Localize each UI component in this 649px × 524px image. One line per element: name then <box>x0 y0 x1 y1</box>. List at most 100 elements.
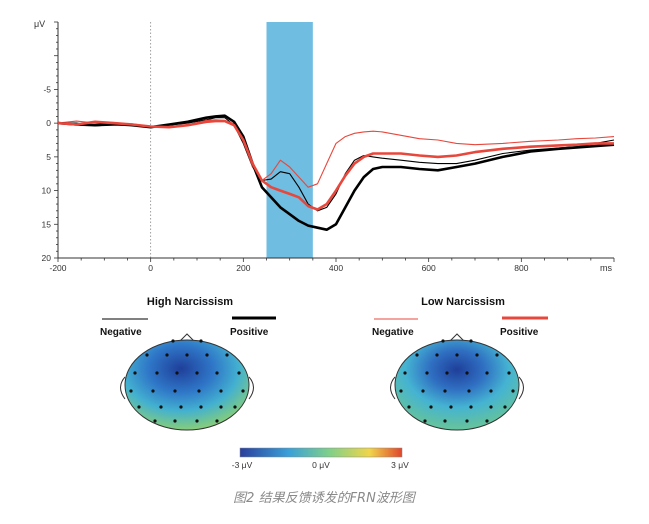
x-tick-label: 600 <box>422 263 436 273</box>
electrode-dot <box>489 389 493 393</box>
electrode-dot <box>399 389 403 393</box>
y-tick-label: 0 <box>46 118 51 128</box>
electrode-dot <box>485 371 489 375</box>
electrode-dot <box>185 353 189 357</box>
x-tick-label: 800 <box>514 263 528 273</box>
topomap-low-title: Low Narcissism <box>421 296 505 308</box>
electrode-dot <box>133 371 137 375</box>
scalp-outline <box>124 339 250 431</box>
electrode-dot <box>205 353 209 357</box>
electrode-dot <box>449 405 453 409</box>
electrode-dot <box>241 389 245 393</box>
frn-time-window <box>266 22 313 258</box>
electrode-dot <box>465 371 469 375</box>
electrode-dot <box>503 405 507 409</box>
erp-plot: -200 0 200 400 600 800 -5 0 5 10 15 20 μV ms <box>34 19 615 273</box>
colorbar-max-label: 3 μV <box>391 460 409 470</box>
electrode-dot <box>165 353 169 357</box>
electrode-dot <box>175 371 179 375</box>
electrode-dot <box>159 405 163 409</box>
left-ear <box>120 376 126 400</box>
electrode-dot <box>173 389 177 393</box>
electrode-dot <box>507 371 511 375</box>
series-lines <box>57 114 615 231</box>
x-tick-label: 200 <box>236 263 250 273</box>
electrode-dot <box>415 353 419 357</box>
colorbar: -3 μV 0 μV 3 μV <box>232 447 409 470</box>
legend-low-negative-label: Negative <box>372 327 414 338</box>
electrode-dot <box>485 419 489 423</box>
y-tick-label: 15 <box>42 219 52 229</box>
electrode-dot <box>511 389 515 393</box>
electrode-dot <box>425 371 429 375</box>
electrode-dot <box>199 339 203 343</box>
y-tick-label: 5 <box>46 152 51 162</box>
electrode-dot <box>195 419 199 423</box>
electrode-dot <box>407 405 411 409</box>
right-ear <box>518 376 524 400</box>
electrode-dot <box>199 405 203 409</box>
electrode-dot <box>465 419 469 423</box>
electrode-dot <box>423 419 427 423</box>
legend-low-positive-label: Positive <box>500 327 539 338</box>
colorbar-min-label: -3 μV <box>232 460 253 470</box>
right-ear <box>248 376 254 400</box>
electrode-dot <box>155 371 159 375</box>
colorbar-gradient <box>239 447 403 458</box>
electrode-dot <box>455 353 459 357</box>
electrode-dot <box>233 405 237 409</box>
legend-high-negative-label: Negative <box>100 327 142 338</box>
electrode-dot <box>237 371 241 375</box>
head-map-low <box>390 333 524 431</box>
y-ticks: -5 0 5 10 15 20 <box>42 21 58 263</box>
legend-high-positive-label: Positive <box>230 327 269 338</box>
nose <box>449 333 465 342</box>
electrode-dot <box>219 405 223 409</box>
electrode-dot <box>435 353 439 357</box>
nose <box>179 333 195 342</box>
series-line-high-narcissism-negative <box>58 117 615 212</box>
colorbar-mid-label: 0 μV <box>312 460 330 470</box>
electrode-dot <box>421 389 425 393</box>
electrode-dot <box>145 353 149 357</box>
x-axis-label: ms <box>600 263 612 273</box>
electrode-dot <box>137 405 141 409</box>
electrode-dot <box>429 405 433 409</box>
electrode-dot <box>225 353 229 357</box>
electrode-dot <box>173 419 177 423</box>
series-line-high-narcissism-positive <box>57 114 615 231</box>
electrode-dot <box>445 371 449 375</box>
x-tick-label: 400 <box>329 263 343 273</box>
y-tick-label: -5 <box>43 84 51 94</box>
figure-caption: 图2 结果反馈诱发的FRN波形图 <box>233 491 417 506</box>
electrode-dot <box>215 371 219 375</box>
scalp-colormap <box>125 340 249 430</box>
y-tick-label: 20 <box>42 253 52 263</box>
y-tick-label: 10 <box>42 186 52 196</box>
scalp-outline <box>394 339 520 431</box>
series-line-low-narcissism-positive <box>57 119 614 211</box>
electrode-dot <box>219 389 223 393</box>
x-tick-label: -200 <box>49 263 66 273</box>
topomap-high-narcissism: High Narcissism Negative Positive <box>100 296 276 431</box>
y-axis-label: μV <box>34 19 45 29</box>
topomap-high-title: High Narcissism <box>147 296 233 308</box>
electrode-dot <box>179 405 183 409</box>
left-ear <box>390 376 396 400</box>
electrode-dot <box>153 419 157 423</box>
electrode-dot <box>467 389 471 393</box>
electrode-dot <box>475 353 479 357</box>
electrode-dot <box>129 389 133 393</box>
electrode-dot <box>403 371 407 375</box>
x-ticks: -200 0 200 400 600 800 <box>49 258 615 273</box>
x-tick-label: 0 <box>148 263 153 273</box>
electrode-dot <box>443 419 447 423</box>
electrode-dot <box>195 371 199 375</box>
electrode-dot <box>151 389 155 393</box>
electrode-dot <box>441 339 445 343</box>
electrode-dot <box>469 339 473 343</box>
electrode-dot <box>197 389 201 393</box>
topomap-low-narcissism: Low Narcissism Negative Positive <box>372 296 548 431</box>
electrode-dot <box>489 405 493 409</box>
